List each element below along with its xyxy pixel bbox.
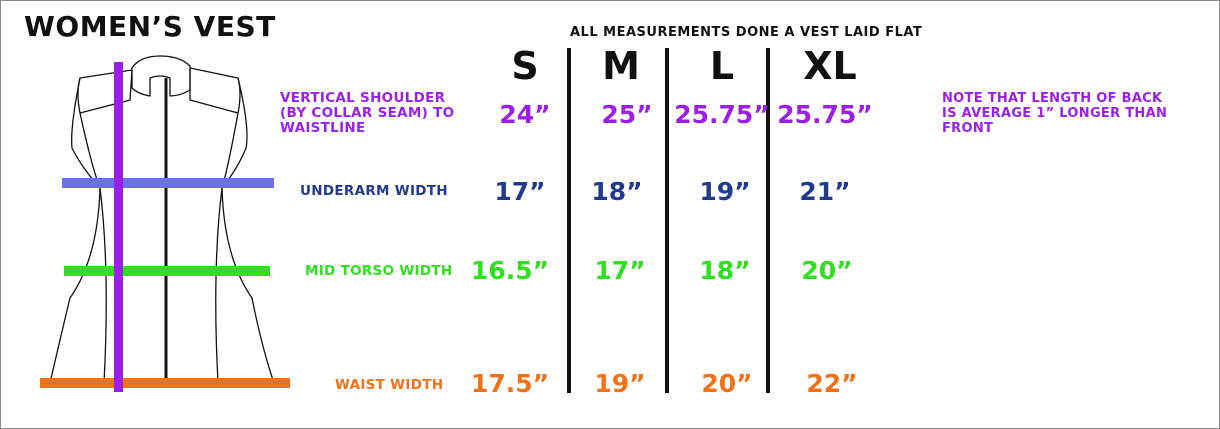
mid-torso-width-m: 17” xyxy=(594,256,646,285)
back-length-note: NOTE THAT LENGTH OF BACK IS AVERAGE 1” L… xyxy=(942,91,1168,136)
underarm-width-s: 17” xyxy=(494,177,546,206)
vertical-shoulder-s: 24” xyxy=(499,100,551,129)
underarm-width-marker xyxy=(62,178,274,188)
underarm-width-l: 19” xyxy=(699,177,751,206)
page-title: WOMEN’S VEST xyxy=(24,10,276,43)
waist-width-label: WAIST WIDTH xyxy=(335,377,444,393)
vest-outline-icon xyxy=(40,55,290,392)
waist-width-l: 20” xyxy=(701,369,753,398)
vertical-shoulder-l: 25.75” xyxy=(674,100,770,129)
size-header-m: M xyxy=(602,44,640,88)
mid-torso-width-label: MID TORSO WIDTH xyxy=(305,263,453,279)
vertical-shoulder-m: 25” xyxy=(601,100,653,129)
underarm-width-xl: 21” xyxy=(799,177,851,206)
vertical-shoulder-xl: 25.75” xyxy=(777,100,873,129)
size-header-s: S xyxy=(511,44,539,88)
vertical-shoulder-label: VERTICAL SHOULDER (BY COLLAR SEAM) TO WA… xyxy=(280,90,455,136)
underarm-width-m: 18” xyxy=(591,177,643,206)
size-header-l: L xyxy=(709,44,735,88)
measurement-note-heading: ALL MEASUREMENTS DONE A VEST LAID FLAT xyxy=(570,25,923,40)
underarm-width-label: UNDERARM WIDTH xyxy=(300,183,448,199)
vertical-shoulder-marker xyxy=(114,62,123,392)
waist-width-marker xyxy=(40,378,290,388)
mid-torso-width-s: 16.5” xyxy=(470,256,550,285)
waist-width-s: 17.5” xyxy=(470,369,550,398)
mid-torso-width-xl: 20” xyxy=(801,256,853,285)
column-divider xyxy=(766,48,770,393)
waist-width-xl: 22” xyxy=(806,369,858,398)
mid-torso-width-marker xyxy=(64,266,270,276)
waist-width-m: 19” xyxy=(594,369,646,398)
mid-torso-width-l: 18” xyxy=(699,256,751,285)
size-header-xl: XL xyxy=(803,44,857,88)
column-divider xyxy=(665,48,669,393)
column-divider xyxy=(567,48,571,393)
